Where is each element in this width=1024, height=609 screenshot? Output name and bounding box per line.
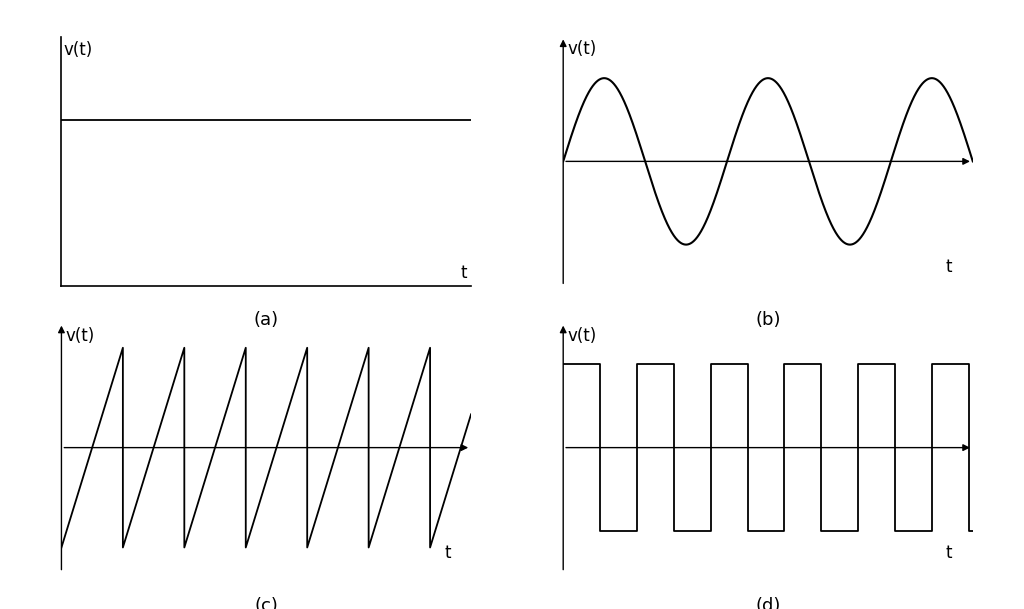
Text: t: t (461, 264, 467, 282)
Text: v(t): v(t) (567, 40, 597, 58)
Text: v(t): v(t) (63, 41, 93, 58)
Text: v(t): v(t) (567, 326, 597, 345)
Text: (a): (a) (254, 311, 279, 329)
Text: t: t (444, 544, 451, 563)
Text: (b): (b) (756, 311, 780, 329)
Text: t: t (946, 544, 952, 563)
Text: v(t): v(t) (66, 326, 95, 345)
Text: (d): (d) (756, 597, 780, 609)
Text: (c): (c) (254, 597, 279, 609)
Text: t: t (946, 258, 952, 276)
